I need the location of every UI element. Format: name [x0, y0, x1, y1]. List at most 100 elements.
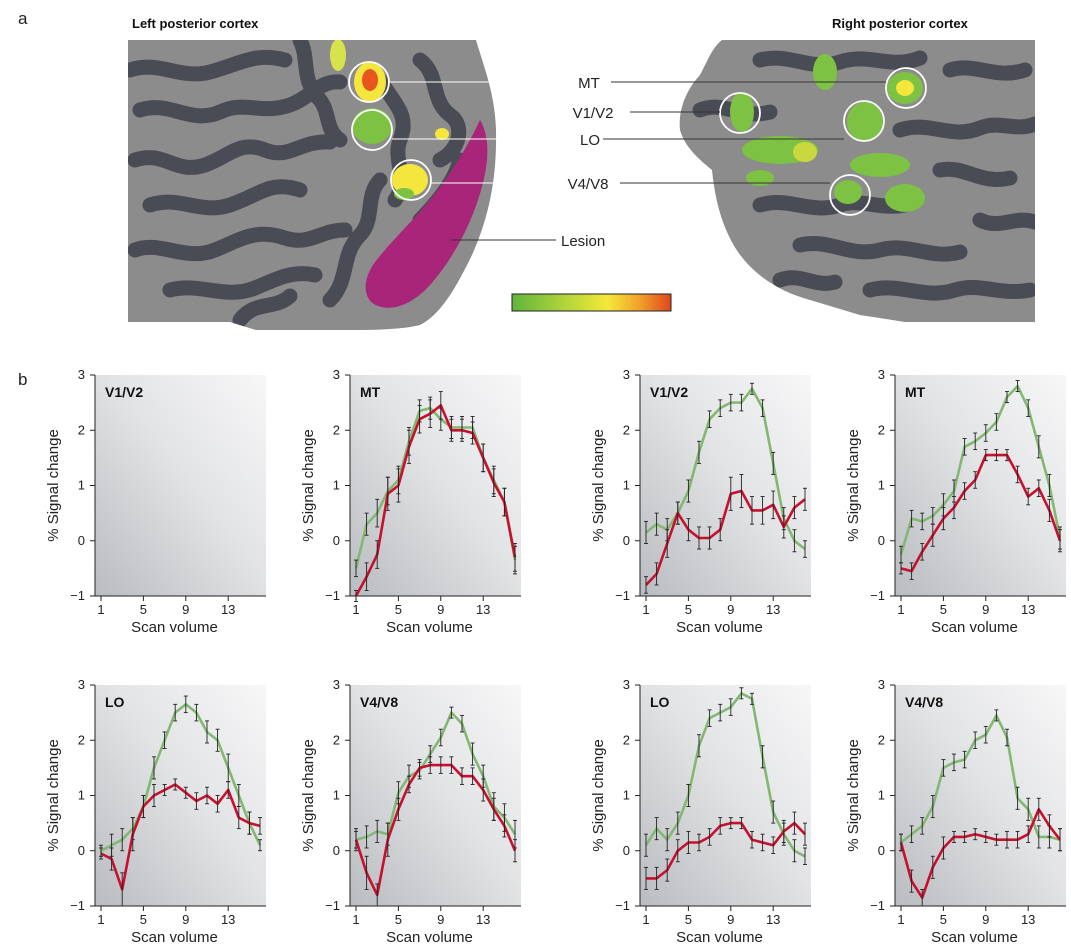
- error-bar: [803, 487, 807, 511]
- error-bar: [941, 836, 946, 860]
- error-bar: [697, 440, 701, 464]
- y-tick-label: 3: [333, 677, 340, 692]
- error-bar: [952, 753, 956, 772]
- panel-title: V4/V8: [905, 694, 943, 710]
- y-tick-label: 1: [333, 478, 340, 493]
- error-bar: [771, 836, 776, 854]
- error-bar: [173, 778, 178, 791]
- right-hemisphere-title: Right posterior cortex: [832, 16, 969, 31]
- error-bar: [194, 792, 199, 810]
- error-bar: [417, 759, 422, 777]
- error-bar: [215, 795, 220, 813]
- error-bar: [973, 731, 978, 749]
- right-v4v8-circle: [829, 174, 871, 216]
- callout-lo: LO: [580, 132, 600, 149]
- y-tick-label: 1: [623, 788, 630, 803]
- error-bar: [428, 399, 433, 428]
- y-axis-label: % Signal change: [845, 739, 862, 852]
- left-hemisphere-title: Left posterior cortex: [132, 16, 259, 31]
- error-bar: [920, 543, 925, 561]
- error-bar: [130, 817, 135, 852]
- error-bar: [909, 869, 914, 893]
- y-tick-label: 1: [333, 788, 340, 803]
- panel-title: MT: [905, 384, 926, 400]
- leader-lines: [389, 81, 886, 241]
- y-axis-label: % Signal change: [300, 739, 317, 852]
- error-bar: [449, 706, 454, 719]
- error-bar: [120, 872, 125, 907]
- y-tick-label: 0: [623, 533, 630, 548]
- error-bar: [760, 399, 765, 417]
- error-bar: [941, 507, 946, 531]
- error-bar: [194, 703, 199, 722]
- x-tick-label: 1: [352, 912, 359, 927]
- x-tick-label: 5: [395, 912, 402, 927]
- right-lo-circle: [843, 100, 885, 142]
- panel-title: MT: [360, 384, 381, 400]
- error-bar: [792, 496, 797, 520]
- x-axis-label: Scan volume: [386, 929, 473, 946]
- error-bar: [1047, 498, 1052, 522]
- green-series-line: [644, 691, 806, 858]
- panel-title: V4/V8: [360, 694, 398, 710]
- x-tick-label: 5: [685, 602, 692, 617]
- error-bar: [1036, 479, 1041, 497]
- y-tick-label: 3: [333, 367, 340, 382]
- error-bar: [686, 479, 691, 503]
- error-bar: [258, 817, 262, 835]
- error-bar: [481, 778, 486, 802]
- x-axis-label: Scan volume: [931, 929, 1018, 946]
- error-bar: [396, 797, 401, 821]
- x-tick-label: 1: [897, 912, 904, 927]
- y-tick-label: 2: [623, 732, 630, 747]
- error-bar: [994, 449, 999, 462]
- error-bar: [141, 795, 146, 819]
- y-tick-label: 2: [878, 732, 885, 747]
- error-bar: [675, 811, 680, 835]
- error-bar: [226, 781, 231, 799]
- error-bar: [973, 432, 978, 451]
- error-bar: [920, 817, 925, 835]
- y-tick-label: 3: [623, 367, 630, 382]
- error-bar: [899, 833, 903, 852]
- error-bar: [460, 714, 464, 733]
- error-bar: [697, 833, 701, 852]
- error-bar: [460, 767, 464, 785]
- error-bar: [428, 756, 433, 774]
- error-bar: [771, 800, 776, 824]
- error-bar: [109, 847, 114, 871]
- x-tick-label: 9: [982, 602, 989, 617]
- error-bar: [920, 512, 925, 531]
- y-tick-label: 0: [623, 843, 630, 858]
- y-tick-label: 1: [78, 478, 85, 493]
- y-tick-label: 1: [878, 788, 885, 803]
- error-bar: [803, 847, 807, 866]
- y-tick-label: 2: [333, 732, 340, 747]
- error-bar: [644, 833, 648, 857]
- error-bar: [920, 888, 925, 907]
- x-axis-label: Scan volume: [931, 619, 1018, 636]
- x-tick-label: 1: [642, 602, 649, 617]
- error-bar: [449, 418, 454, 442]
- error-bar: [739, 687, 744, 700]
- y-tick-label: −1: [870, 588, 885, 603]
- error-bar: [481, 443, 486, 473]
- x-tick-label: 13: [476, 912, 490, 927]
- error-bar: [1005, 449, 1009, 462]
- error-bar: [491, 797, 496, 821]
- error-bar: [385, 476, 390, 511]
- callout-v1v2: V1/V2: [573, 105, 614, 122]
- error-bar: [686, 518, 691, 542]
- error-bar: [728, 476, 733, 511]
- error-bar: [491, 468, 496, 497]
- green-series-line: [899, 384, 1062, 555]
- error-bar: [644, 866, 648, 890]
- x-tick-label: 9: [727, 602, 734, 617]
- error-bar: [470, 767, 475, 785]
- plot-background: [95, 375, 266, 596]
- right-roi-circles: [719, 67, 927, 216]
- error-bar: [750, 692, 754, 705]
- error-bar: [983, 830, 988, 843]
